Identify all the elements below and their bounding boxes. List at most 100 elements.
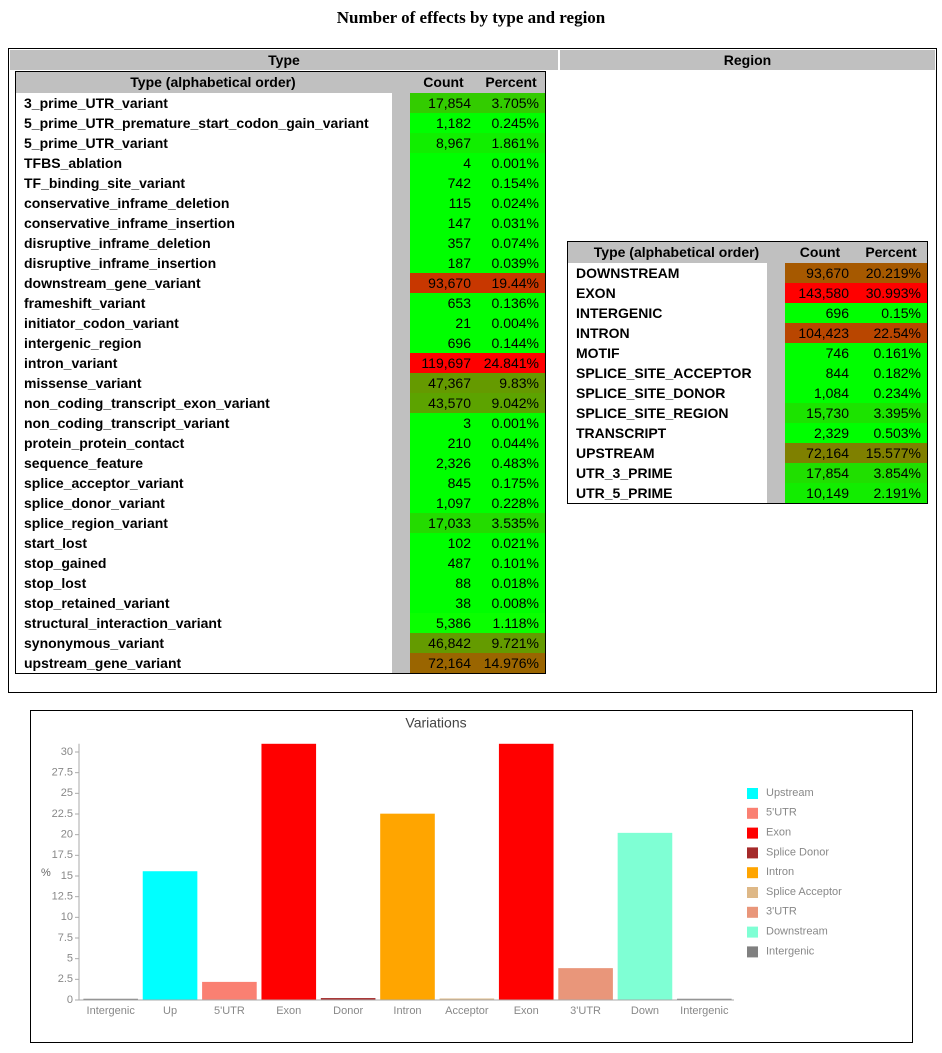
y-tick-label: 15 <box>61 870 73 882</box>
percent-cell: 0.024% <box>477 193 545 213</box>
bar <box>83 998 138 1000</box>
percent-cell: 3.854% <box>855 463 927 483</box>
type-cell: protein_protein_contact <box>16 433 392 453</box>
percent-cell: 0.008% <box>477 593 545 613</box>
bar <box>617 832 673 1000</box>
x-tick-label: Intergenic <box>87 1005 136 1017</box>
count-cell: 3 <box>410 413 477 433</box>
legend-swatch <box>747 867 758 879</box>
type-cell: splice_acceptor_variant <box>16 473 392 493</box>
y-tick-label: 25 <box>61 787 73 799</box>
count-cell: 1,084 <box>785 383 855 403</box>
page-title: Number of effects by type and region <box>336 8 606 27</box>
type-cell: synonymous_variant <box>16 633 392 653</box>
type-cell: stop_retained_variant <box>16 593 392 613</box>
type-cell: missense_variant <box>16 373 392 393</box>
type-cell: sequence_feature <box>16 453 392 473</box>
type-cell: initiator_codon_variant <box>16 313 392 333</box>
legend-swatch <box>747 926 758 938</box>
column-header: Percent <box>477 72 545 92</box>
bar <box>202 981 257 1000</box>
percent-cell: 0.001% <box>477 153 545 173</box>
x-tick-label: 3'UTR <box>570 1005 601 1017</box>
bar <box>320 998 376 1000</box>
percent-cell: 30.993% <box>855 283 927 303</box>
layout-header: Region <box>560 50 935 70</box>
chart: Variations% 0 2.5 5 7.5 10 12.5 15 17.5 20 22.5 25 2… <box>41 715 842 1017</box>
count-cell: 2,329 <box>785 423 855 443</box>
count-cell: 746 <box>785 343 855 363</box>
x-tick-label: Exon <box>276 1005 301 1017</box>
percent-cell: 0.503% <box>855 423 927 443</box>
count-cell: 46,842 <box>410 633 477 653</box>
percent-cell: 0.182% <box>855 363 927 383</box>
percent-cell: 9.83% <box>477 373 545 393</box>
percent-cell: 14.976% <box>477 653 545 673</box>
percent-cell: 9.721% <box>477 633 545 653</box>
type-cell: disruptive_inframe_deletion <box>16 233 392 253</box>
type-cell: splice_region_variant <box>16 513 392 533</box>
percent-cell: 2.191% <box>855 483 927 503</box>
count-cell: 210 <box>410 433 477 453</box>
legend-swatch <box>747 847 758 859</box>
type-cell: conservative_inframe_insertion <box>16 213 392 233</box>
type-cell: intron_variant <box>16 353 392 373</box>
bar <box>498 743 554 1000</box>
count-cell: 1,182 <box>410 113 477 133</box>
percent-cell: 0.483% <box>477 453 545 473</box>
count-cell: 47,367 <box>410 373 477 393</box>
count-cell: 143,580 <box>785 283 855 303</box>
bar <box>558 968 613 1000</box>
legend-swatch <box>747 788 758 799</box>
type-cell: stop_gained <box>16 553 392 573</box>
count-cell: 72,164 <box>410 653 477 673</box>
chart-title: Variations <box>405 715 466 731</box>
count-cell: 93,670 <box>410 273 477 293</box>
legend-swatch <box>747 887 758 898</box>
chart-frame: Variations% 0 2.5 5 7.5 10 12.5 15 17.5 20 22.5 25 2… <box>30 710 913 1043</box>
percent-cell: 0.039% <box>477 253 545 273</box>
percent-cell: 0.101% <box>477 553 545 573</box>
count-cell: 2,326 <box>410 453 477 473</box>
legend-label: Downstream <box>766 926 828 938</box>
column-header: Count <box>410 72 477 92</box>
percent-cell: 0.001% <box>477 413 545 433</box>
percent-cell: 0.004% <box>477 313 545 333</box>
x-tick-label: Acceptor <box>445 1005 489 1017</box>
y-tick-label: 12.5 <box>52 891 73 903</box>
type-cell: MOTIF <box>568 343 767 363</box>
type-cell: conservative_inframe_deletion <box>16 193 392 213</box>
type-cell: structural_interaction_variant <box>16 613 392 633</box>
percent-cell: 0.245% <box>477 113 545 133</box>
percent-cell: 24.841% <box>477 353 545 373</box>
percent-cell: 22.54% <box>855 323 927 343</box>
type-cell: 5_prime_UTR_variant <box>16 133 392 153</box>
x-tick-label: Intron <box>393 1005 421 1017</box>
type-cell: 3_prime_UTR_variant <box>16 93 392 113</box>
layout-header: Type <box>10 50 558 70</box>
percent-cell: 0.136% <box>477 293 545 313</box>
x-tick-label: Up <box>163 1005 177 1017</box>
count-cell: 147 <box>410 213 477 233</box>
type-cell: downstream_gene_variant <box>16 273 392 293</box>
count-cell: 4 <box>410 153 477 173</box>
legend-label: Splice Acceptor <box>766 886 842 898</box>
legend-label: 3'UTR <box>766 906 797 918</box>
y-tick-label: 30 <box>61 746 73 758</box>
type-cell: SPLICE_SITE_DONOR <box>568 383 767 403</box>
type-cell: SPLICE_SITE_ACCEPTOR <box>568 363 767 383</box>
type-cell: upstream_gene_variant <box>16 653 392 673</box>
count-cell: 17,033 <box>410 513 477 533</box>
column-header: Type (alphabetical order) <box>16 72 410 92</box>
legend-swatch <box>747 807 758 819</box>
type-cell: non_coding_transcript_variant <box>16 413 392 433</box>
percent-cell: 0.234% <box>855 383 927 403</box>
y-tick-label: 5 <box>67 953 73 965</box>
percent-cell: 0.074% <box>477 233 545 253</box>
percent-cell: 0.044% <box>477 433 545 453</box>
type-cell: TF_binding_site_variant <box>16 173 392 193</box>
count-cell: 93,670 <box>785 263 855 283</box>
percent-cell: 9.042% <box>477 393 545 413</box>
percent-cell: 3.535% <box>477 513 545 533</box>
